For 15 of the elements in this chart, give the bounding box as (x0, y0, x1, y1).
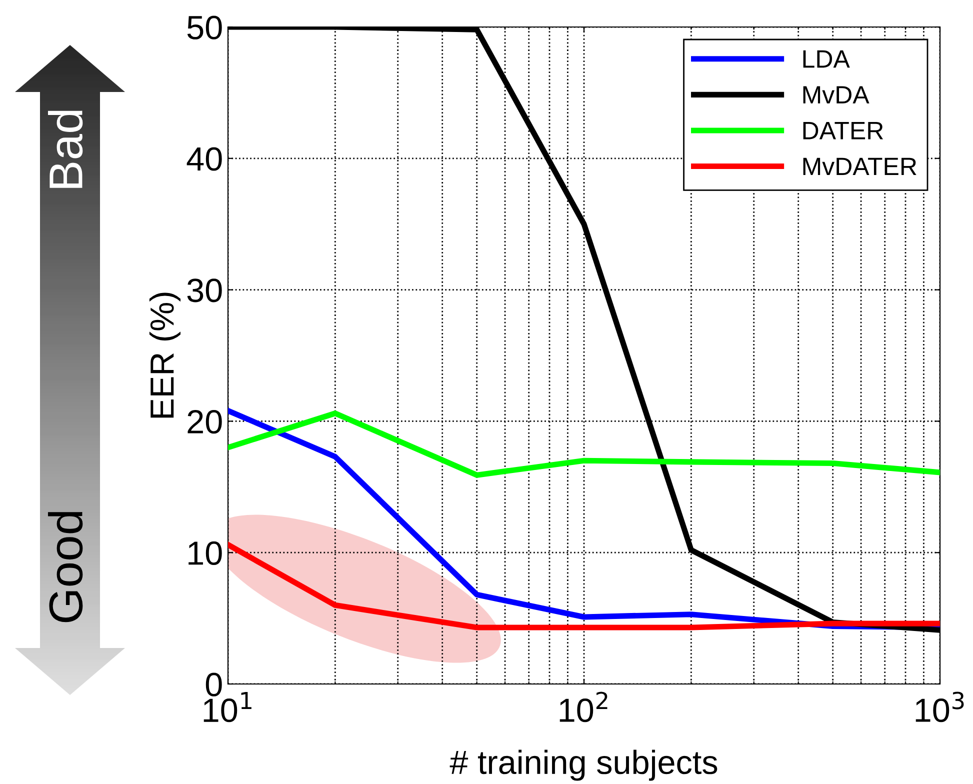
x-axis-title: # training subjects (450, 750, 718, 781)
text: Bad (48, 110, 83, 188)
y-tick-label: 10 (188, 541, 222, 566)
legend-label: MvDA (803, 86, 870, 104)
legend-label: LDA (803, 50, 850, 68)
y-tick-label: 40 (186, 147, 222, 171)
x-tick-label: 10$^{3}$ (916, 692, 964, 722)
y-tick-label: 20 (188, 410, 222, 434)
legend-label: MvDATER (803, 158, 916, 176)
y-axis-title: EER (%) (149, 292, 180, 418)
text: Good (48, 512, 83, 622)
legend-label: DATER (803, 122, 884, 140)
y-tick-label: 30 (187, 278, 222, 302)
y-tick-label: 50 (187, 16, 222, 40)
x-tick-label: 10$^{2}$ (560, 692, 608, 722)
